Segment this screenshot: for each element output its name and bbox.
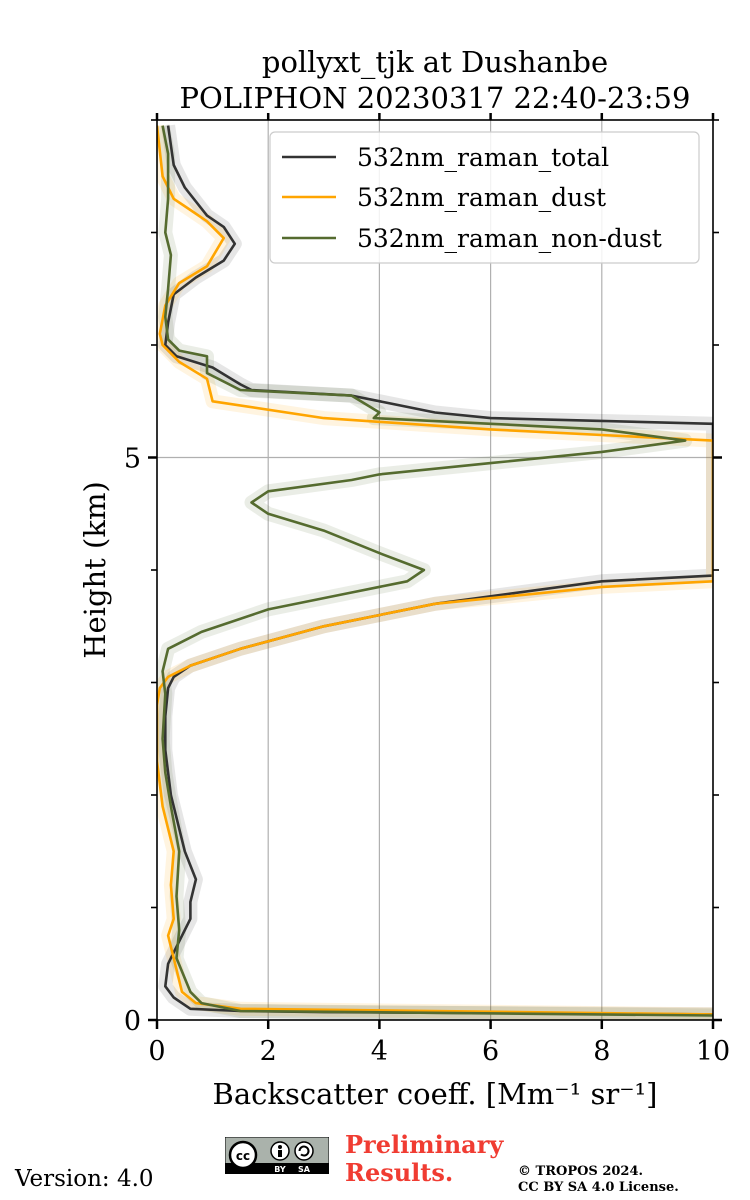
chart-subtitle: POLIPHON 20230317 22:40-23:59 bbox=[180, 81, 691, 115]
cc-icon bbox=[228, 1140, 258, 1170]
copyright-line-2: CC BY SA 4.0 License. bbox=[518, 1180, 679, 1195]
y-tick-label: 5 bbox=[124, 444, 141, 475]
preliminary-notice: Preliminary Results. bbox=[345, 1131, 503, 1187]
y-axis-label: Height (km) bbox=[78, 481, 112, 659]
grid-lines bbox=[157, 120, 713, 1020]
x-tick-label: 4 bbox=[371, 1036, 388, 1067]
y-tick-label: 0 bbox=[124, 1006, 141, 1037]
chart-title: pollyxt_tjk at Dushanbe bbox=[262, 45, 608, 80]
x-tick-label: 6 bbox=[482, 1036, 499, 1067]
legend-label-total: 532nm_raman_total bbox=[357, 143, 609, 172]
series-line-532nm_raman_dust bbox=[157, 125, 713, 1016]
series-lines bbox=[157, 125, 713, 1017]
cc-by-sa-badge: cc BY SA bbox=[225, 1137, 329, 1174]
axis-ticks: 0 2 4 6 8 10 0 5 bbox=[124, 113, 730, 1067]
preliminary-line-2: Results. bbox=[345, 1158, 454, 1187]
x-tick-label: 0 bbox=[148, 1036, 165, 1067]
legend: 532nm_raman_total 532nm_raman_dust 532nm… bbox=[269, 131, 700, 264]
sa-label: SA bbox=[298, 1165, 311, 1174]
cc-icon-text: cc bbox=[236, 1149, 250, 1163]
copyright-line-1: © TROPOS 2024. bbox=[518, 1164, 644, 1179]
legend-label-non-dust: 532nm_raman_non-dust bbox=[357, 224, 662, 253]
series-line-532nm_raman_non-dust bbox=[161, 125, 713, 1017]
x-tick-label: 10 bbox=[696, 1036, 730, 1067]
version-label: Version: 4.0 bbox=[15, 1166, 154, 1192]
sa-icon bbox=[294, 1141, 314, 1161]
x-tick-label: 8 bbox=[593, 1036, 610, 1067]
legend-label-dust: 532nm_raman_dust bbox=[357, 183, 606, 212]
legend-box bbox=[269, 131, 700, 264]
preliminary-line-1: Preliminary bbox=[345, 1130, 504, 1159]
x-axis-label: Backscatter coeff. [Mm⁻¹ sr⁻¹] bbox=[213, 1077, 658, 1111]
copyright-notice: © TROPOS 2024. CC BY SA 4.0 License. bbox=[518, 1164, 679, 1196]
by-label: BY bbox=[274, 1165, 286, 1174]
x-tick-label: 2 bbox=[260, 1036, 277, 1067]
